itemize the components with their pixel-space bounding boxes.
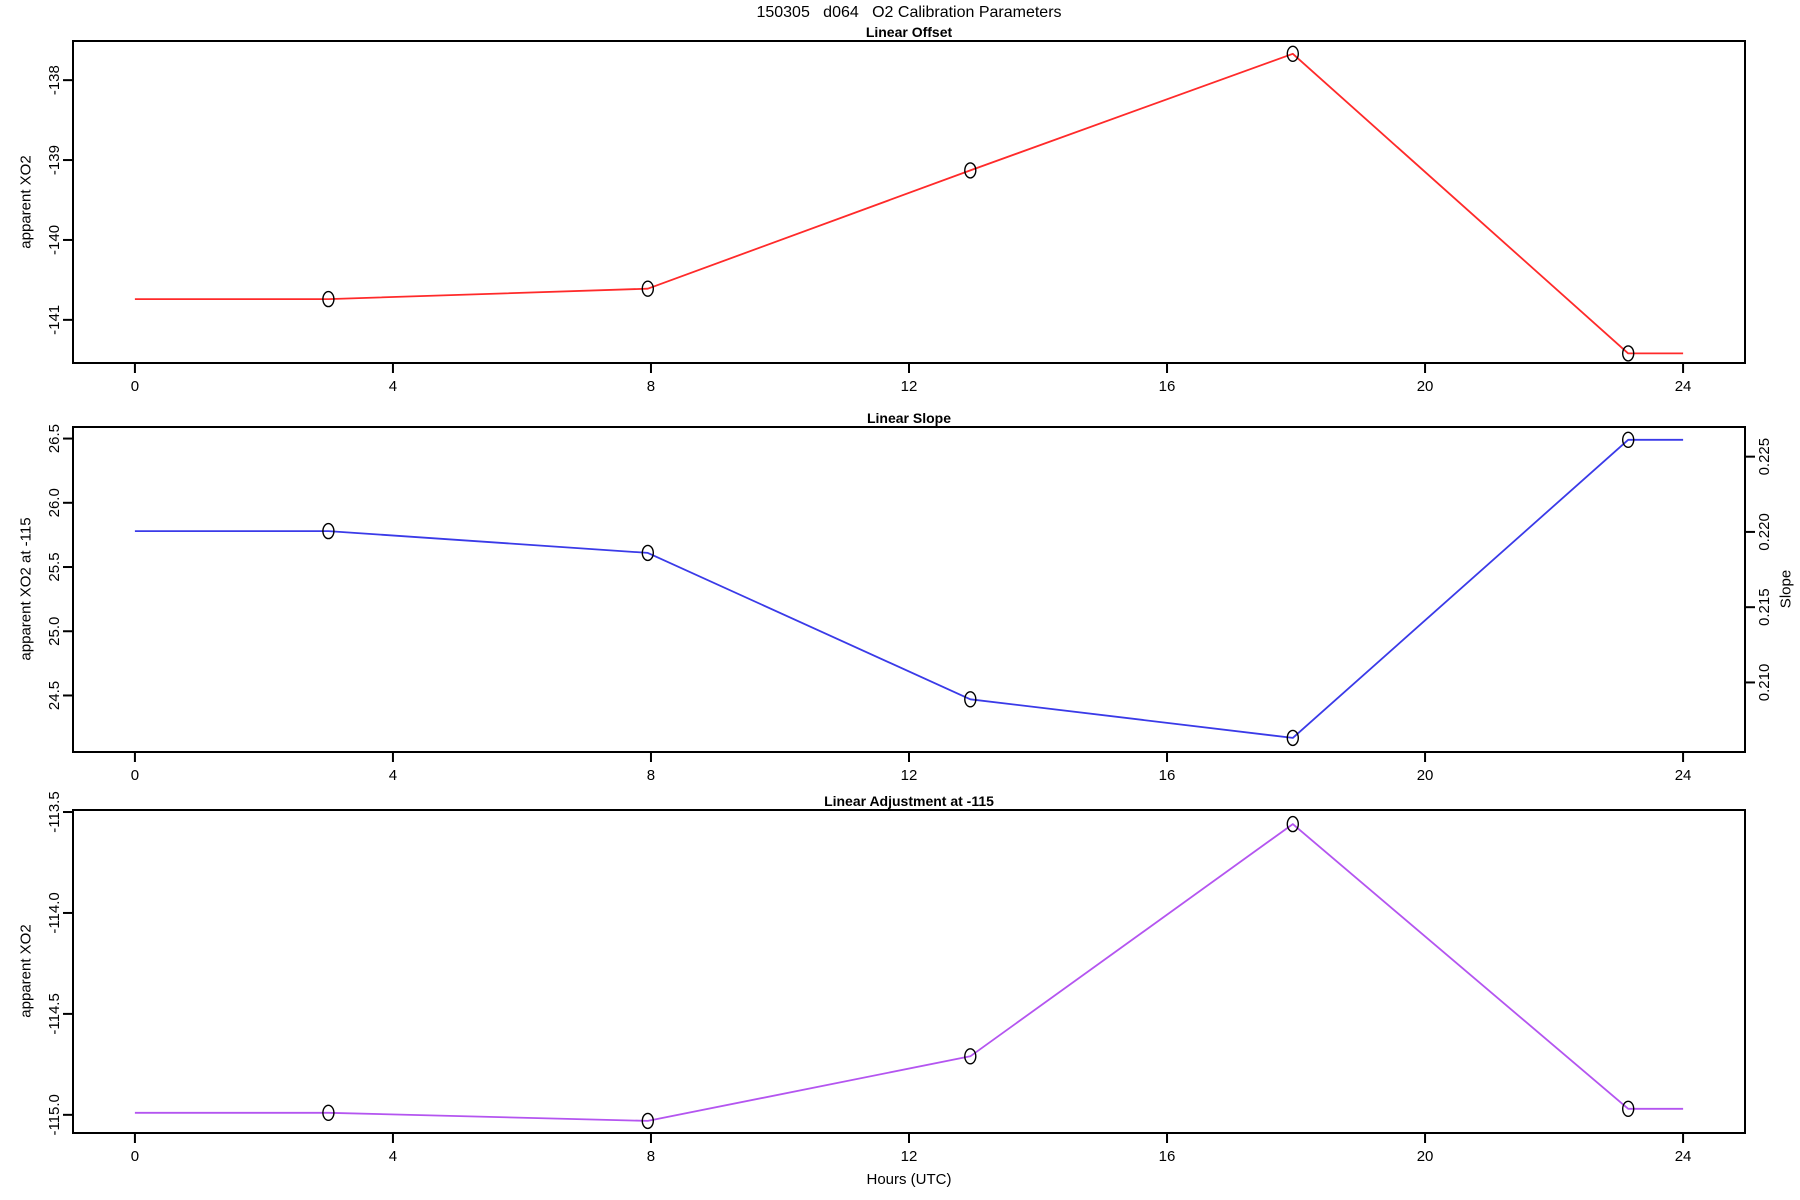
panel-1-data-point-marker bbox=[1621, 345, 1635, 362]
panel-1-data-point-marker bbox=[322, 290, 335, 308]
panel-3-x-tick-label: 16 bbox=[1159, 1148, 1176, 1165]
panel-2-x-tick-label: 4 bbox=[389, 767, 397, 784]
panel-2-y-tick-label: 24.5 bbox=[46, 681, 63, 710]
panel-2-data-point-marker bbox=[1286, 729, 1300, 747]
panel-2-title: Linear Slope bbox=[866, 410, 952, 426]
panel-3-x-tick-label: 20 bbox=[1417, 1148, 1434, 1165]
panel-3-y-tick-label: -114.5 bbox=[46, 993, 63, 1034]
panel-2-right-tick-label: 0.215 bbox=[1756, 588, 1773, 626]
panel-2-data-point-marker bbox=[322, 522, 335, 540]
panel-2-data-point-marker bbox=[641, 544, 654, 562]
panel-1-data-point-marker bbox=[641, 280, 654, 297]
panel-2-x-tick-label: 24 bbox=[1675, 767, 1692, 784]
panel-3-x-tick-label: 24 bbox=[1675, 1148, 1692, 1165]
panel-3-y-tick-label: -115.0 bbox=[46, 1094, 63, 1135]
panel-2-box bbox=[72, 426, 1746, 753]
panel-3-data-line bbox=[134, 823, 1684, 1122]
panel-1-y-tick-label: -141 bbox=[46, 305, 63, 335]
panel-2-x-tick-label: 0 bbox=[131, 767, 139, 784]
panel-2-y-tick-label: 25.5 bbox=[46, 552, 63, 581]
panel-1-y-tick-label: -139 bbox=[46, 145, 63, 175]
panel-3-data-point-marker bbox=[1286, 815, 1300, 833]
panel-2-right-tick-label: 0.225 bbox=[1756, 438, 1773, 476]
panel-2-x-tick-label: 16 bbox=[1159, 767, 1176, 784]
panel-2-right-tick-label: 0.220 bbox=[1756, 513, 1773, 551]
panel-3-data-point-marker bbox=[322, 1104, 335, 1122]
panel-3-x-tick-label: 12 bbox=[901, 1148, 918, 1165]
panel-1-x-tick-label: 8 bbox=[647, 378, 655, 395]
panel-1-x-tick-label: 0 bbox=[131, 378, 139, 395]
panel-3-title: Linear Adjustment at -115 bbox=[824, 793, 994, 809]
panel-3-data-point-marker bbox=[641, 1112, 654, 1130]
panel-1-title: Linear Offset bbox=[865, 24, 953, 40]
panel-1-x-tick-label: 4 bbox=[389, 378, 397, 395]
main-title: 150305 d064 O2 Calibration Parameters bbox=[756, 4, 1062, 21]
panel-1-y-tick-label: -140 bbox=[46, 225, 63, 255]
panel-3-y-tick-label: -113.5 bbox=[46, 791, 63, 832]
panel-2-y-tick-label: 25.0 bbox=[46, 617, 63, 646]
panel-2-x-tick-label: 8 bbox=[647, 767, 655, 784]
panel-1-x-tick-label: 24 bbox=[1675, 378, 1692, 395]
panel-2-data-line bbox=[134, 438, 1684, 739]
panel-3-data-point-marker bbox=[1621, 1100, 1635, 1118]
panel-2-data-point-marker bbox=[964, 691, 977, 708]
panel-1-x-tick-label: 12 bbox=[901, 378, 918, 395]
panel-1-box bbox=[72, 40, 1746, 364]
panel-3-y-tick-label: -114.0 bbox=[46, 892, 63, 933]
panel-2-x-tick-label: 12 bbox=[901, 767, 918, 784]
panel-2-right-tick-label: 0.210 bbox=[1756, 664, 1773, 702]
panel-1-data-line bbox=[134, 52, 1684, 355]
panel-3-box bbox=[72, 809, 1746, 1134]
x-axis-label: Hours (UTC) bbox=[866, 1171, 952, 1188]
panel-1-y-tick-label: -138 bbox=[46, 65, 63, 95]
panel-1-data-point-marker bbox=[1286, 45, 1300, 62]
panel-3-x-tick-label: 8 bbox=[647, 1148, 655, 1165]
panel-2-x-tick-label: 20 bbox=[1417, 767, 1434, 784]
panel-3-x-tick-label: 4 bbox=[389, 1148, 397, 1165]
panel-2-data-point-marker bbox=[1621, 431, 1635, 448]
panel-1-data-point-marker bbox=[964, 162, 977, 179]
panel-2-y-tick-label: 26.5 bbox=[46, 424, 63, 453]
panel-3-data-point-marker bbox=[964, 1048, 977, 1065]
panel-3-x-tick-label: 0 bbox=[131, 1148, 139, 1165]
panel-1-x-tick-label: 16 bbox=[1159, 378, 1176, 395]
panel-2-y-tick-label: 26.0 bbox=[46, 488, 63, 517]
panel-1-x-tick-label: 20 bbox=[1417, 378, 1434, 395]
